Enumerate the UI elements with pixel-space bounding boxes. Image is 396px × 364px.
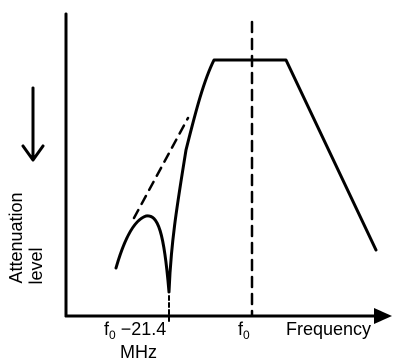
extrapolation-dashed-line: [132, 116, 190, 220]
tick-label-f0: f0: [238, 319, 250, 342]
x-axis-label: Frequency: [286, 319, 371, 339]
down-arrow-icon: [21, 86, 45, 162]
y-axis-label-line1: Attenuation: [6, 192, 26, 283]
y-axis-label-line2: level: [26, 247, 46, 284]
tick-label-mhz: MHz: [120, 342, 157, 362]
x-axis-arrowhead: [374, 308, 392, 324]
filter-response-curve: [114, 58, 378, 294]
tick-label-f0-minus: f0 −21.4: [104, 319, 166, 342]
